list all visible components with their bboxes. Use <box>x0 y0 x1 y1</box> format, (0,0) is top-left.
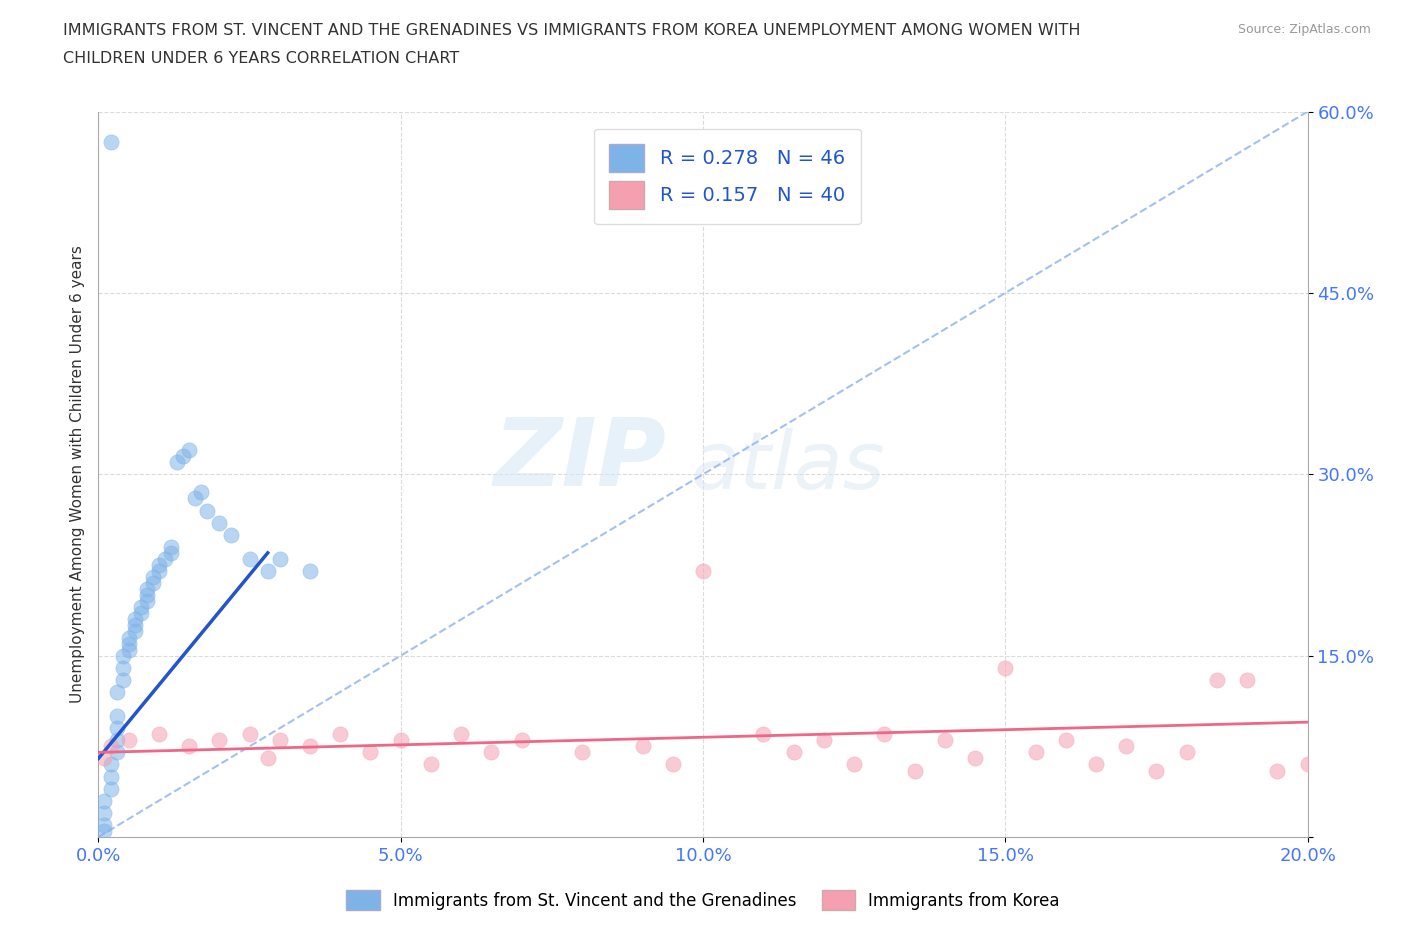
Point <box>571 745 593 760</box>
Point <box>166 455 188 470</box>
Y-axis label: Unemployment Among Women with Children Under 6 years: Unemployment Among Women with Children U… <box>69 246 84 703</box>
Point <box>111 660 134 675</box>
Point <box>1296 757 1319 772</box>
Point <box>124 624 146 639</box>
Point <box>142 569 165 585</box>
Point <box>105 733 128 748</box>
Point <box>1267 763 1289 777</box>
Point <box>1144 763 1167 777</box>
Point <box>111 648 134 663</box>
Point <box>269 551 291 566</box>
Point <box>256 564 278 578</box>
Point <box>208 733 231 748</box>
Point <box>783 745 806 760</box>
Point <box>965 751 987 766</box>
Point <box>172 449 194 464</box>
Point <box>93 751 115 766</box>
Point <box>148 564 170 578</box>
Point <box>450 727 472 742</box>
Point <box>93 793 115 808</box>
Point <box>124 612 146 627</box>
Point <box>135 582 157 597</box>
Point <box>1236 672 1258 687</box>
Point <box>510 733 533 748</box>
Point <box>195 503 218 518</box>
Point <box>389 733 412 748</box>
Legend: R = 0.278   N = 46, R = 0.157   N = 40: R = 0.278 N = 46, R = 0.157 N = 40 <box>593 128 860 224</box>
Point <box>105 684 128 699</box>
Point <box>994 660 1017 675</box>
Point <box>100 781 122 796</box>
Point <box>179 738 201 753</box>
Point <box>934 733 956 748</box>
Point <box>221 527 243 542</box>
Point <box>256 751 278 766</box>
Point <box>904 763 927 777</box>
Point <box>179 443 201 458</box>
Point <box>190 485 212 500</box>
Point <box>208 515 231 530</box>
Point <box>142 576 165 591</box>
Legend: Immigrants from St. Vincent and the Grenadines, Immigrants from Korea: Immigrants from St. Vincent and the Gren… <box>340 884 1066 917</box>
Point <box>100 757 122 772</box>
Point <box>420 757 443 772</box>
Point <box>148 727 170 742</box>
Point <box>129 600 152 615</box>
Point <box>1024 745 1046 760</box>
Point <box>93 817 115 832</box>
Point <box>299 564 322 578</box>
Point <box>160 539 183 554</box>
Point <box>118 642 141 657</box>
Point <box>481 745 503 760</box>
Point <box>184 491 207 506</box>
Point <box>105 745 128 760</box>
Point <box>100 135 122 150</box>
Point <box>124 618 146 633</box>
Point <box>360 745 382 760</box>
Text: CHILDREN UNDER 6 YEARS CORRELATION CHART: CHILDREN UNDER 6 YEARS CORRELATION CHART <box>63 51 460 66</box>
Point <box>135 588 157 603</box>
Point <box>269 733 291 748</box>
Point <box>105 721 128 736</box>
Point <box>299 738 322 753</box>
Point <box>661 757 683 772</box>
Text: Source: ZipAtlas.com: Source: ZipAtlas.com <box>1237 23 1371 36</box>
Point <box>105 709 128 724</box>
Text: IMMIGRANTS FROM ST. VINCENT AND THE GRENADINES VS IMMIGRANTS FROM KOREA UNEMPLOY: IMMIGRANTS FROM ST. VINCENT AND THE GREN… <box>63 23 1081 38</box>
Point <box>752 727 775 742</box>
Point <box>329 727 352 742</box>
Point <box>239 727 262 742</box>
Point <box>153 551 176 566</box>
Point <box>813 733 835 748</box>
Point <box>1054 733 1077 748</box>
Point <box>118 631 141 645</box>
Point <box>93 824 115 839</box>
Point <box>844 757 866 772</box>
Text: ZIP: ZIP <box>494 414 666 506</box>
Point <box>129 606 152 621</box>
Point <box>692 564 714 578</box>
Point <box>100 769 122 784</box>
Text: atlas: atlas <box>690 428 886 506</box>
Point <box>100 738 122 753</box>
Point <box>631 738 654 753</box>
Point <box>1175 745 1198 760</box>
Point <box>873 727 896 742</box>
Point <box>93 805 115 820</box>
Point <box>118 636 141 651</box>
Point <box>111 672 134 687</box>
Point <box>135 594 157 609</box>
Point <box>1206 672 1229 687</box>
Point <box>1115 738 1137 753</box>
Point <box>118 733 141 748</box>
Point <box>239 551 262 566</box>
Point <box>148 558 170 573</box>
Point <box>160 545 183 560</box>
Point <box>1085 757 1108 772</box>
